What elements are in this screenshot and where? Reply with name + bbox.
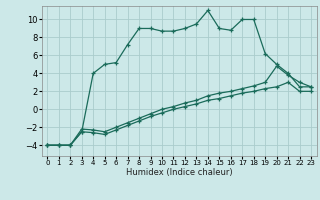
X-axis label: Humidex (Indice chaleur): Humidex (Indice chaleur) [126, 168, 233, 177]
